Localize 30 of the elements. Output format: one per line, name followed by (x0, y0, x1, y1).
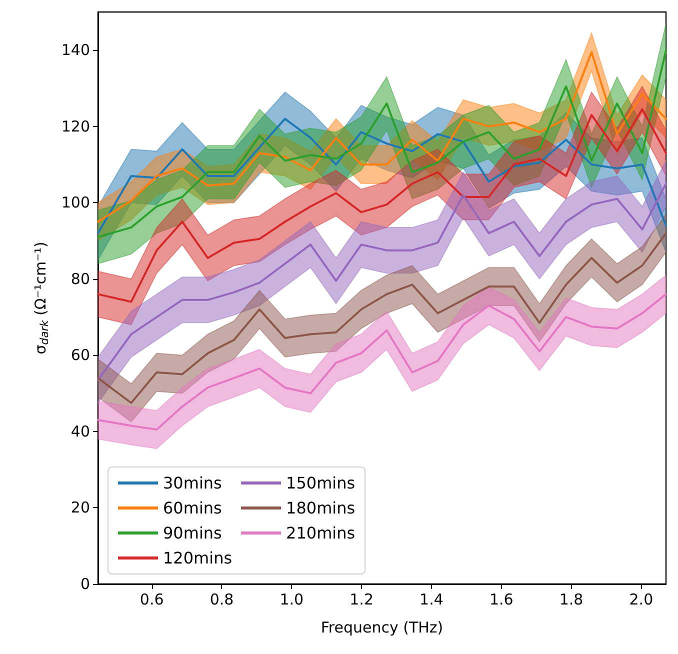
line-series (97, 293, 667, 431)
y-tick-label: 0 (80, 575, 90, 593)
legend-label: 30mins (163, 474, 222, 492)
x-tick-label: 2.0 (629, 590, 654, 608)
x-tick-label: 1.0 (280, 590, 304, 608)
legend-label: 180mins (286, 498, 356, 518)
legend-label: 120mins (163, 548, 232, 568)
y-tick-label: 120 (61, 117, 90, 136)
legend-label: 60mins (163, 498, 222, 518)
line-series (97, 118, 667, 234)
x-tick-label: 1.2 (350, 590, 374, 608)
line-series (97, 182, 667, 381)
legend-label: 90mins (163, 524, 222, 542)
x-tick-label: 1.6 (489, 590, 514, 608)
x-axis-title: Frequency (THz) (320, 618, 444, 636)
y-tick-label: 60 (70, 346, 90, 364)
y-tick-label: 140 (61, 41, 90, 60)
legend-label: 150mins (286, 474, 356, 492)
y-axis-title: σdark (Ω⁻¹cm⁻¹) (32, 242, 51, 354)
y-tick-label: 100 (61, 194, 90, 212)
x-tick-label: 0.6 (140, 590, 164, 608)
y-tick-label: 80 (70, 270, 90, 288)
x-tick-label: 1.8 (559, 590, 584, 608)
y-tick-label: 20 (70, 498, 90, 517)
y-tick-label: 40 (70, 422, 90, 440)
legend-label: 210mins (286, 524, 356, 542)
line-series (97, 232, 667, 404)
x-tick-label: 0.8 (210, 590, 234, 608)
line-series (97, 108, 667, 303)
x-tick-label: 1.4 (420, 590, 444, 608)
